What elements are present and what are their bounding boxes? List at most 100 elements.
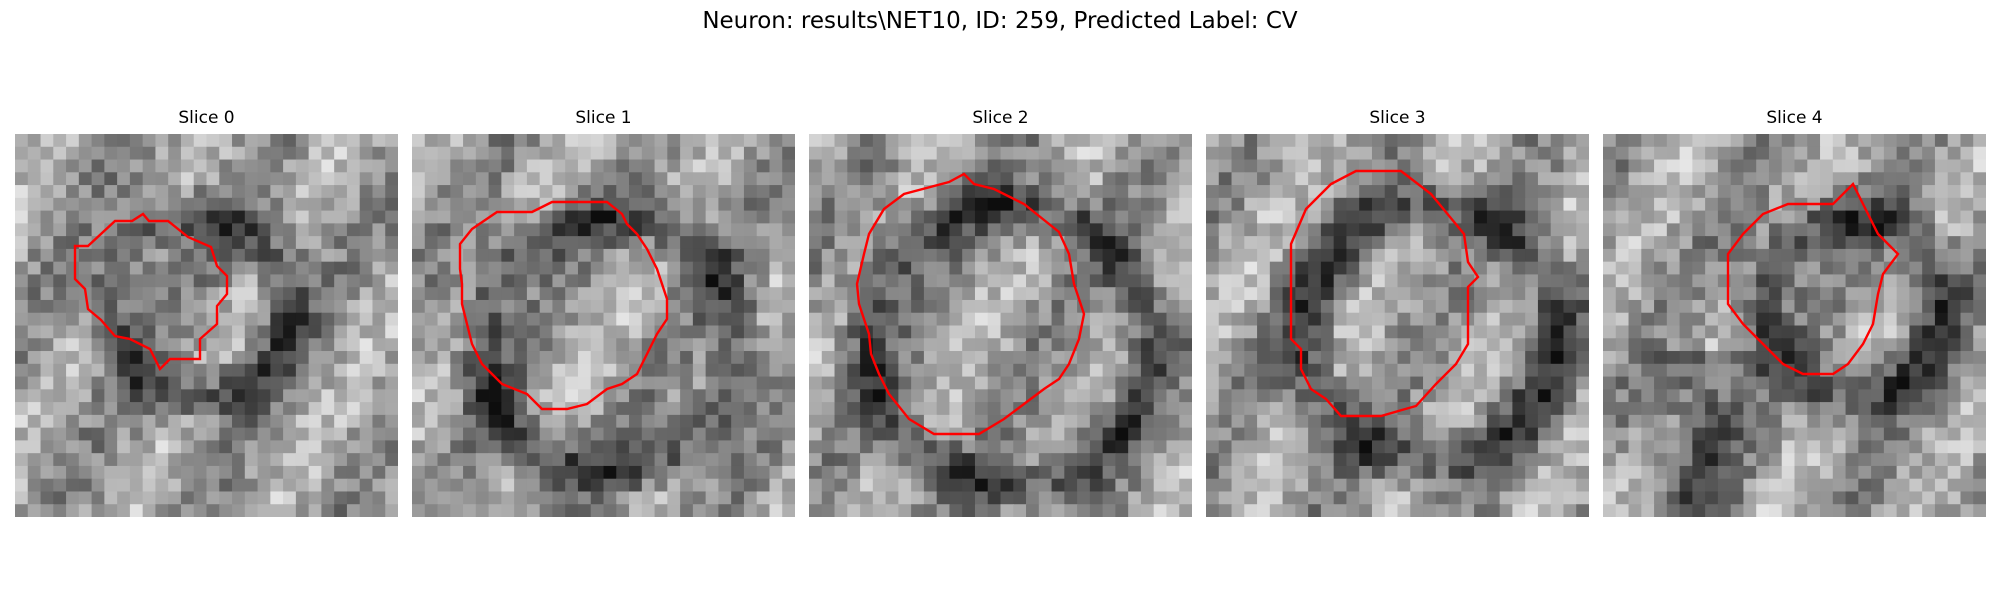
mosaic-pixel [1499,261,1513,276]
mosaic-pixel [1845,478,1859,493]
mosaic-pixel [1947,287,1962,301]
mosaic-pixel [244,402,259,416]
mosaic-pixel [117,363,131,378]
mosaic-pixel [27,248,42,263]
mosaic-pixel [475,261,490,276]
mosaic-pixel [437,134,451,148]
mosaic-pixel [667,312,681,327]
mosaic-pixel [1563,440,1577,454]
mosaic-pixel [1654,236,1668,250]
mosaic-pixel [526,223,541,237]
mosaic-pixel [142,465,157,480]
mosaic-pixel [53,248,67,263]
mosaic-pixel [1896,376,1910,390]
mosaic-pixel [756,146,771,161]
mosaic-pixel [1947,261,1962,276]
mosaic-pixel [1435,414,1450,429]
slice-panel-2: Slice 2 [809,108,1192,517]
mosaic-pixel [847,478,861,493]
mosaic-pixel [552,185,566,199]
mosaic-pixel [1038,478,1053,493]
mosaic-pixel [91,389,105,403]
mosaic-pixel [1089,287,1104,301]
mosaic-pixel [1666,185,1681,199]
mosaic-pixel [40,287,54,301]
mosaic-pixel [603,478,617,493]
mosaic-pixel [1743,491,1757,505]
mosaic-pixel [1550,440,1565,454]
mosaic-pixel [769,197,783,212]
mosaic-pixel [1077,134,1091,148]
mosaic-pixel [257,363,271,378]
mosaic-pixel [552,504,566,517]
mosaic-pixel [756,172,771,186]
mosaic-pixel [1730,440,1745,454]
mosaic-pixel [603,274,617,288]
mosaic-pixel [1153,478,1168,493]
mosaic-pixel [769,159,783,173]
mosaic-pixel [923,402,938,416]
mosaic-pixel [168,491,182,505]
mosaic-pixel [590,236,605,250]
mosaic-pixel [565,197,579,212]
mosaic-pixel [782,197,795,212]
mosaic-pixel [1576,312,1589,327]
mosaic-pixel [1525,274,1539,288]
mosaic-pixel [1603,248,1617,263]
mosaic-pixel [1692,274,1706,288]
mosaic-pixel [1883,299,1898,314]
mosaic-pixel [872,427,887,441]
mosaic-pixel [334,134,348,148]
mosaic-pixel [1730,197,1745,212]
mosaic-pixel [1641,159,1655,173]
mosaic-pixel [1550,389,1565,403]
mosaic-pixel [450,172,464,186]
mosaic-pixel [346,465,361,480]
mosaic-pixel [346,274,361,288]
mosaic-pixel [590,134,605,148]
mosaic-pixel [1410,465,1424,480]
mosaic-pixel [590,351,605,365]
mosaic-pixel [526,210,541,224]
mosaic-pixel [1768,134,1783,148]
mosaic-pixel [15,261,29,276]
mosaic-pixel [412,453,426,467]
mosaic-pixel [206,491,220,505]
mosaic-pixel [860,402,874,416]
mosaic-pixel [1832,197,1847,212]
mosaic-pixel [168,210,182,224]
mosaic-pixel [437,159,451,173]
mosaic-pixel [834,197,848,212]
mosaic-pixel [104,427,118,441]
mosaic-pixel [1461,440,1475,454]
mosaic-pixel [15,223,29,237]
mosaic-pixel [78,197,93,212]
mosaic-pixel [885,159,899,173]
mosaic-pixel [66,134,80,148]
mosaic-pixel [1717,453,1732,467]
mosaic-pixel [1756,261,1770,276]
mosaic-pixel [1346,389,1360,403]
mosaic-pixel [743,440,758,454]
mosaic-pixel [1051,427,1065,441]
mosaic-pixel [283,427,297,441]
mosaic-pixel [1397,248,1411,263]
mosaic-pixel [1064,504,1078,517]
mosaic-pixel [257,274,271,288]
mosaic-pixel [1896,414,1910,429]
mosaic-pixel [270,197,284,212]
mosaic-pixel [987,159,1002,173]
mosaic-pixel [1871,146,1885,161]
mosaic-pixel [501,325,515,339]
mosaic-pixel [1013,299,1027,314]
mosaic-pixel [1320,146,1335,161]
mosaic-pixel [475,478,490,493]
mosaic-pixel [1346,351,1360,365]
mosaic-pixel [987,338,1002,352]
mosaic-pixel [641,504,656,517]
mosaic-pixel [1628,389,1642,403]
mosaic-pixel [321,299,335,314]
mosaic-pixel [219,134,233,148]
mosaic-pixel [1026,376,1040,390]
mosaic-pixel [769,261,783,276]
